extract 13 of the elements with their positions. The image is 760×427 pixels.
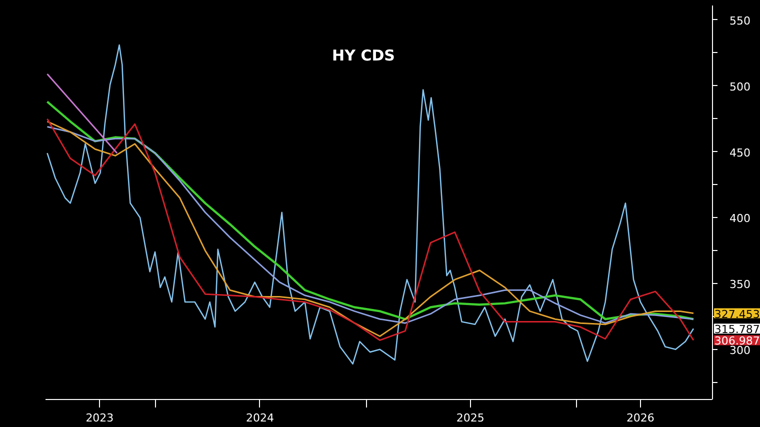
x-tick-label: 2023 — [86, 412, 114, 424]
x-tick-label: 2024 — [246, 412, 274, 424]
y-tick-label: 550 — [730, 14, 751, 28]
data-label: 315.787 — [714, 323, 760, 336]
x-tick-label: 2025 — [456, 412, 484, 424]
y-tick-label: 350 — [730, 278, 751, 292]
text: HY CDS — [332, 46, 395, 64]
data-label: 327.453 — [714, 308, 760, 321]
x-tick-label: 2026 — [626, 412, 654, 424]
y-tick-label: 400 — [730, 212, 751, 226]
y-tick-label: 500 — [730, 80, 751, 94]
y-tick-label: 450 — [730, 146, 751, 160]
line-series — [46, 44, 694, 365]
